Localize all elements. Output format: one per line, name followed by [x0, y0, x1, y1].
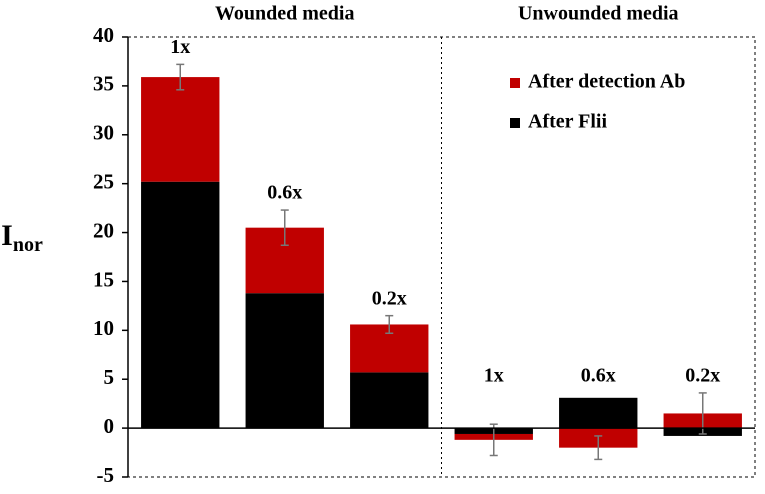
y-tick-label: 10 — [93, 316, 114, 340]
y-tick-label: -5 — [97, 463, 115, 487]
bar-segment — [141, 181, 220, 429]
bar-segment — [141, 77, 220, 182]
legend-swatch — [510, 118, 520, 128]
y-tick-label: 30 — [93, 121, 114, 145]
y-tick-label: 35 — [93, 72, 114, 96]
y-tick-label: 40 — [93, 23, 114, 47]
group-title: Unwounded media — [518, 3, 679, 25]
y-tick-label: 15 — [93, 267, 114, 291]
bar-label: 1x — [484, 365, 504, 387]
legend-label: After Flii — [528, 111, 607, 133]
bar-label: 0.2x — [685, 365, 720, 387]
bar-segment — [245, 293, 324, 429]
y-tick-label: 5 — [104, 365, 115, 389]
bar-label: 0.6x — [267, 182, 302, 204]
legend-swatch — [510, 78, 520, 88]
y-tick-label: 25 — [93, 169, 114, 193]
y-axis-label: Inor — [1, 219, 43, 256]
y-tick-label: 0 — [104, 414, 115, 438]
y-label-main: I — [1, 219, 13, 252]
group-title: Wounded media — [215, 3, 354, 25]
bar-label: 0.6x — [581, 365, 616, 387]
bar-label: 0.2x — [372, 287, 407, 309]
y-label-sub: nor — [13, 234, 43, 256]
bar-segment — [350, 372, 429, 429]
y-tick-label: 20 — [93, 218, 114, 242]
legend-label: After detection Ab — [528, 71, 685, 93]
bar-segment — [559, 397, 638, 429]
bar-label: 1x — [170, 36, 190, 58]
